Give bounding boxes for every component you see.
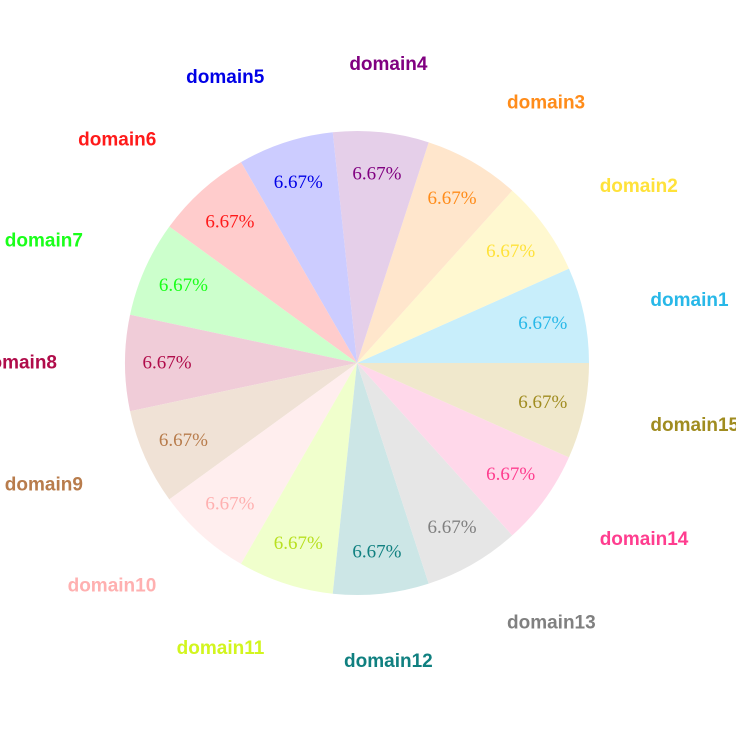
pie-slices <box>124 130 589 596</box>
pct-label-domain14: 6.67% <box>486 464 535 485</box>
slice-label-domain8: domain8 <box>0 353 57 374</box>
pie-slice-domain15 <box>357 363 589 458</box>
slice-label-domain15: domain15 <box>650 415 736 436</box>
pie-slice-domain3 <box>357 142 513 363</box>
slice-label-domain13: domain13 <box>507 612 596 633</box>
pct-label-domain8: 6.67% <box>142 353 191 374</box>
pct-label-domain13: 6.67% <box>427 517 476 538</box>
slice-label-domain6: domain6 <box>78 130 156 151</box>
pie-slice-domain12 <box>332 363 429 596</box>
percentage-labels: 6.67% 6.67% 6.67% 6.67% 6.67% 6.67% 6.67% 6.67%… <box>142 164 567 563</box>
slice-label-domain12: domain12 <box>344 651 433 672</box>
pct-label-domain5: 6.67% <box>274 172 323 193</box>
slice-label-domain5: domain5 <box>186 67 265 88</box>
pie-slice-domain9 <box>130 363 357 500</box>
pct-label-domain7: 6.67% <box>159 275 208 296</box>
slice-label-domain14: domain14 <box>600 529 689 550</box>
pct-label-domain1: 6.67% <box>518 313 567 334</box>
pct-label-domain2: 6.67% <box>486 241 535 262</box>
slice-label-domain4: domain4 <box>349 54 428 75</box>
pct-label-domain12: 6.67% <box>352 542 401 563</box>
pie-slice-domain4 <box>332 130 429 363</box>
pct-label-domain15: 6.67% <box>518 392 567 413</box>
pie-slice-domain6 <box>169 162 357 363</box>
pie-slice-domain2 <box>357 190 569 363</box>
pct-label-domain3: 6.67% <box>427 188 476 209</box>
domain-labels: domain1 domain2 domain3 domain4 domain5 domai… <box>0 54 736 672</box>
pct-label-domain4: 6.67% <box>352 164 401 185</box>
pie-slice-domain1 <box>357 268 589 363</box>
pie-slice-domain11 <box>241 363 357 594</box>
slice-label-domain7: domain7 <box>5 231 83 252</box>
pie-slice-domain7 <box>130 226 357 363</box>
slice-label-domain1: domain1 <box>650 290 729 311</box>
pie-slice-domain13 <box>357 363 513 584</box>
pie-slice-domain14 <box>357 363 569 536</box>
slice-label-domain2: domain2 <box>600 176 678 197</box>
pie-slice-domain5 <box>241 132 357 363</box>
pct-label-domain11: 6.67% <box>274 533 323 554</box>
slice-label-domain10: domain10 <box>68 575 157 596</box>
slice-label-domain11: domain11 <box>177 638 265 659</box>
pie-slice-domain8 <box>124 314 358 412</box>
slice-label-domain9: domain9 <box>5 475 83 496</box>
pct-label-domain10: 6.67% <box>205 494 254 515</box>
pct-label-domain9: 6.67% <box>159 430 208 451</box>
pie-slice-domain10 <box>169 363 357 564</box>
pct-label-domain6: 6.67% <box>205 211 254 232</box>
slice-label-domain3: domain3 <box>507 93 585 114</box>
